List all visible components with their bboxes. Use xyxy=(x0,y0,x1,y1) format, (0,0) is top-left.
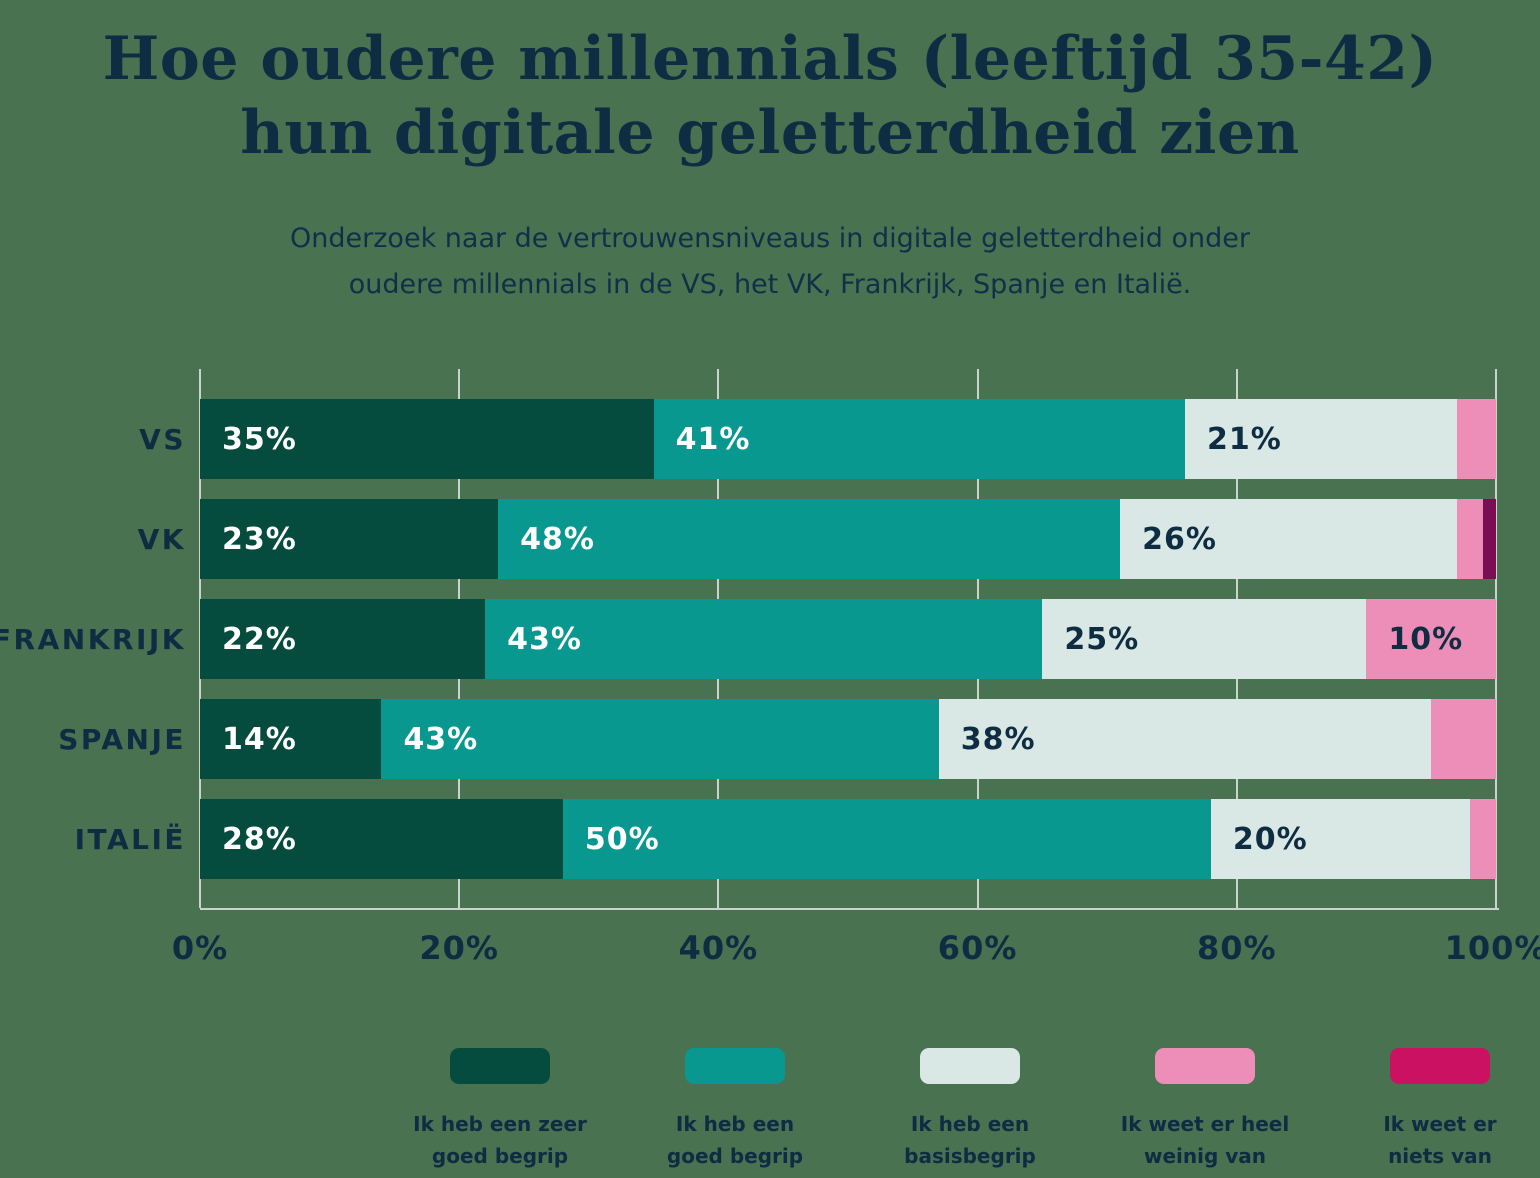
legend-item: Ik heb een basisbegrip xyxy=(865,1048,1075,1172)
bar-row: ITALIË 28% 50% 20% xyxy=(75,799,1496,879)
legend-label: Ik heb een basisbegrip xyxy=(904,1112,1036,1168)
bar-segment xyxy=(1457,399,1496,479)
category-label: VK xyxy=(137,522,186,556)
x-axis-tick-label: 20% xyxy=(419,929,499,967)
legend-swatch xyxy=(1390,1048,1490,1084)
bar-segment: 41% xyxy=(653,399,1185,479)
segment-value-label: 20% xyxy=(1232,821,1308,857)
legend-label: Ik heb een goed begrip xyxy=(666,1112,804,1168)
segment-value-label: 14% xyxy=(222,721,297,757)
bar-segment: 43% xyxy=(381,699,939,779)
segment-value-label: 25% xyxy=(1064,621,1140,657)
bar-segment: 38% xyxy=(938,699,1432,779)
bar-segment: 14% xyxy=(200,699,382,779)
legend-item: Ik heb een zeer goed begrip xyxy=(395,1048,605,1172)
x-axis-tick-label: 60% xyxy=(937,929,1018,967)
x-axis-tick-label: 0% xyxy=(171,929,229,967)
bar-segment: 25% xyxy=(1042,599,1367,679)
legend-item: Ik heb een goed begrip xyxy=(630,1048,840,1172)
x-axis-tick-label: 80% xyxy=(1197,929,1277,967)
segment-value-label: 23% xyxy=(222,521,297,557)
chart-subtitle: Onderzoek naar de vertrouwensniveaus in … xyxy=(290,223,1250,300)
axis-baseline xyxy=(200,908,1499,910)
plot-area: 0% 20% 40% 60% 80% 100% VS 35% 41% 21% VK 23% 48% 26%… xyxy=(0,369,1540,967)
legend-swatch xyxy=(920,1048,1020,1084)
x-axis-tick-label: 100% xyxy=(1444,929,1540,967)
segment-value-label: 38% xyxy=(960,721,1036,757)
legend-swatch xyxy=(685,1048,785,1084)
segment-value-label: 26% xyxy=(1142,521,1217,557)
segment-value-label: 43% xyxy=(403,721,479,757)
segment-value-label: 22% xyxy=(222,621,297,657)
bar-segment: 26% xyxy=(1120,499,1458,579)
category-label: VS xyxy=(139,422,186,456)
segment-value-label: 43% xyxy=(507,621,582,657)
legend-label: Ik heb een zeer goed begrip xyxy=(413,1112,587,1168)
segment-value-label: 28% xyxy=(222,821,297,857)
bar-segment: 43% xyxy=(485,599,1043,679)
bar-row: FRANKRIJK 22% 43% 25% 10% xyxy=(0,599,1496,679)
segment-value-label: 50% xyxy=(584,821,660,857)
category-label: SPANJE xyxy=(58,722,186,756)
segment-value-label: 41% xyxy=(675,421,751,457)
bar-row: SPANJE 14% 43% 38% xyxy=(58,699,1496,779)
bar-segment: 50% xyxy=(562,799,1211,879)
segment-value-label: 48% xyxy=(520,521,595,557)
bar-segment xyxy=(1483,499,1496,579)
segment-value-label: 35% xyxy=(222,421,297,457)
legend: Ik heb een zeer goed begrip Ik heb een go… xyxy=(395,1048,1540,1172)
category-label: FRANKRIJK xyxy=(0,622,186,656)
bar-segment xyxy=(1431,699,1496,779)
gridline xyxy=(1495,369,1497,908)
bar-segment: 23% xyxy=(200,499,499,579)
bar-segment: 20% xyxy=(1210,799,1471,879)
bar-segment: 48% xyxy=(498,499,1121,579)
bar-segment xyxy=(1470,799,1496,879)
segment-value-label: 21% xyxy=(1206,421,1282,457)
legend-item: Ik weet er niets van xyxy=(1335,1048,1540,1172)
legend-swatch xyxy=(450,1048,550,1084)
category-label: ITALIË xyxy=(74,822,186,856)
bar-row: VK 23% 48% 26% xyxy=(138,499,1496,579)
legend-label: Ik weet er heel weinig van xyxy=(1120,1112,1290,1168)
bar-row: VS 35% 41% 21% xyxy=(139,399,1496,479)
legend-swatch xyxy=(1155,1048,1255,1084)
segment-value-label: 10% xyxy=(1388,621,1464,657)
legend-item: Ik weet er heel weinig van xyxy=(1100,1048,1310,1172)
bar-segment: 21% xyxy=(1184,399,1458,479)
x-axis-tick-label: 40% xyxy=(678,929,759,967)
bar-segment: 28% xyxy=(200,799,563,879)
bar-segment: 22% xyxy=(200,599,486,679)
bar-segment xyxy=(1457,499,1484,579)
bar-segment: 35% xyxy=(200,399,654,479)
chart-title: Hoe oudere millennials (leeftijd 35-42) … xyxy=(102,24,1438,168)
legend-label: Ik weet er niets van xyxy=(1383,1112,1497,1168)
bar-segment: 10% xyxy=(1366,599,1496,679)
